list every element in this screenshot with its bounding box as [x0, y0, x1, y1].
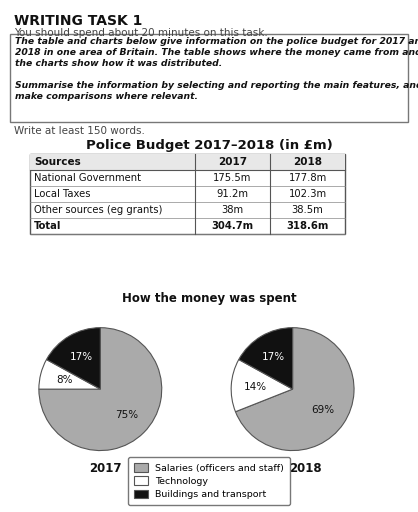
Text: 318.6m: 318.6m	[286, 221, 329, 231]
Wedge shape	[39, 328, 162, 451]
Text: National Government: National Government	[34, 173, 141, 183]
Wedge shape	[39, 359, 100, 389]
Text: WRITING TASK 1: WRITING TASK 1	[14, 14, 143, 28]
Text: Summarise the information by selecting and reporting the main features, and: Summarise the information by selecting a…	[15, 81, 418, 90]
Text: 2017: 2017	[218, 157, 247, 167]
Text: 69%: 69%	[311, 405, 335, 415]
Text: Total: Total	[34, 221, 61, 231]
Text: You should spend about 20 minutes on this task.: You should spend about 20 minutes on thi…	[14, 28, 268, 38]
Text: 102.3m: 102.3m	[288, 189, 326, 199]
Text: 304.7m: 304.7m	[212, 221, 254, 231]
Wedge shape	[239, 328, 293, 389]
Text: Other sources (eg grants): Other sources (eg grants)	[34, 205, 162, 215]
Text: Police Budget 2017–2018 (in £m): Police Budget 2017–2018 (in £m)	[86, 139, 332, 152]
Text: 14%: 14%	[244, 382, 268, 392]
Text: 2018 in one area of Britain. The table shows where the money came from and: 2018 in one area of Britain. The table s…	[15, 48, 418, 57]
Text: 38m: 38m	[222, 205, 244, 215]
Text: 91.2m: 91.2m	[217, 189, 248, 199]
Bar	[10, 34, 408, 122]
Text: 17%: 17%	[262, 352, 285, 362]
Wedge shape	[235, 328, 354, 451]
Text: make comparisons where relevant.: make comparisons where relevant.	[15, 92, 198, 101]
Wedge shape	[46, 328, 100, 389]
Text: The table and charts below give information on the police budget for 2017 and: The table and charts below give informat…	[15, 37, 418, 46]
Text: 17%: 17%	[70, 352, 93, 362]
Text: 2018: 2018	[293, 157, 322, 167]
Text: 75%: 75%	[115, 410, 138, 420]
Text: 2017: 2017	[89, 462, 121, 475]
Text: 175.5m: 175.5m	[213, 173, 252, 183]
Text: 8%: 8%	[56, 375, 73, 385]
Text: 38.5m: 38.5m	[292, 205, 324, 215]
Text: Local Taxes: Local Taxes	[34, 189, 91, 199]
Text: the charts show how it was distributed.: the charts show how it was distributed.	[15, 59, 222, 68]
Bar	[30, 154, 345, 234]
Text: Sources: Sources	[34, 157, 81, 167]
Text: 2018: 2018	[289, 462, 321, 475]
Legend: Salaries (officers and staff), Technology, Buildings and transport: Salaries (officers and staff), Technolog…	[128, 457, 290, 505]
Text: Write at least 150 words.: Write at least 150 words.	[14, 126, 145, 136]
Text: How the money was spent: How the money was spent	[122, 292, 296, 305]
Bar	[30, 154, 345, 170]
Text: 177.8m: 177.8m	[288, 173, 326, 183]
Wedge shape	[231, 359, 293, 412]
